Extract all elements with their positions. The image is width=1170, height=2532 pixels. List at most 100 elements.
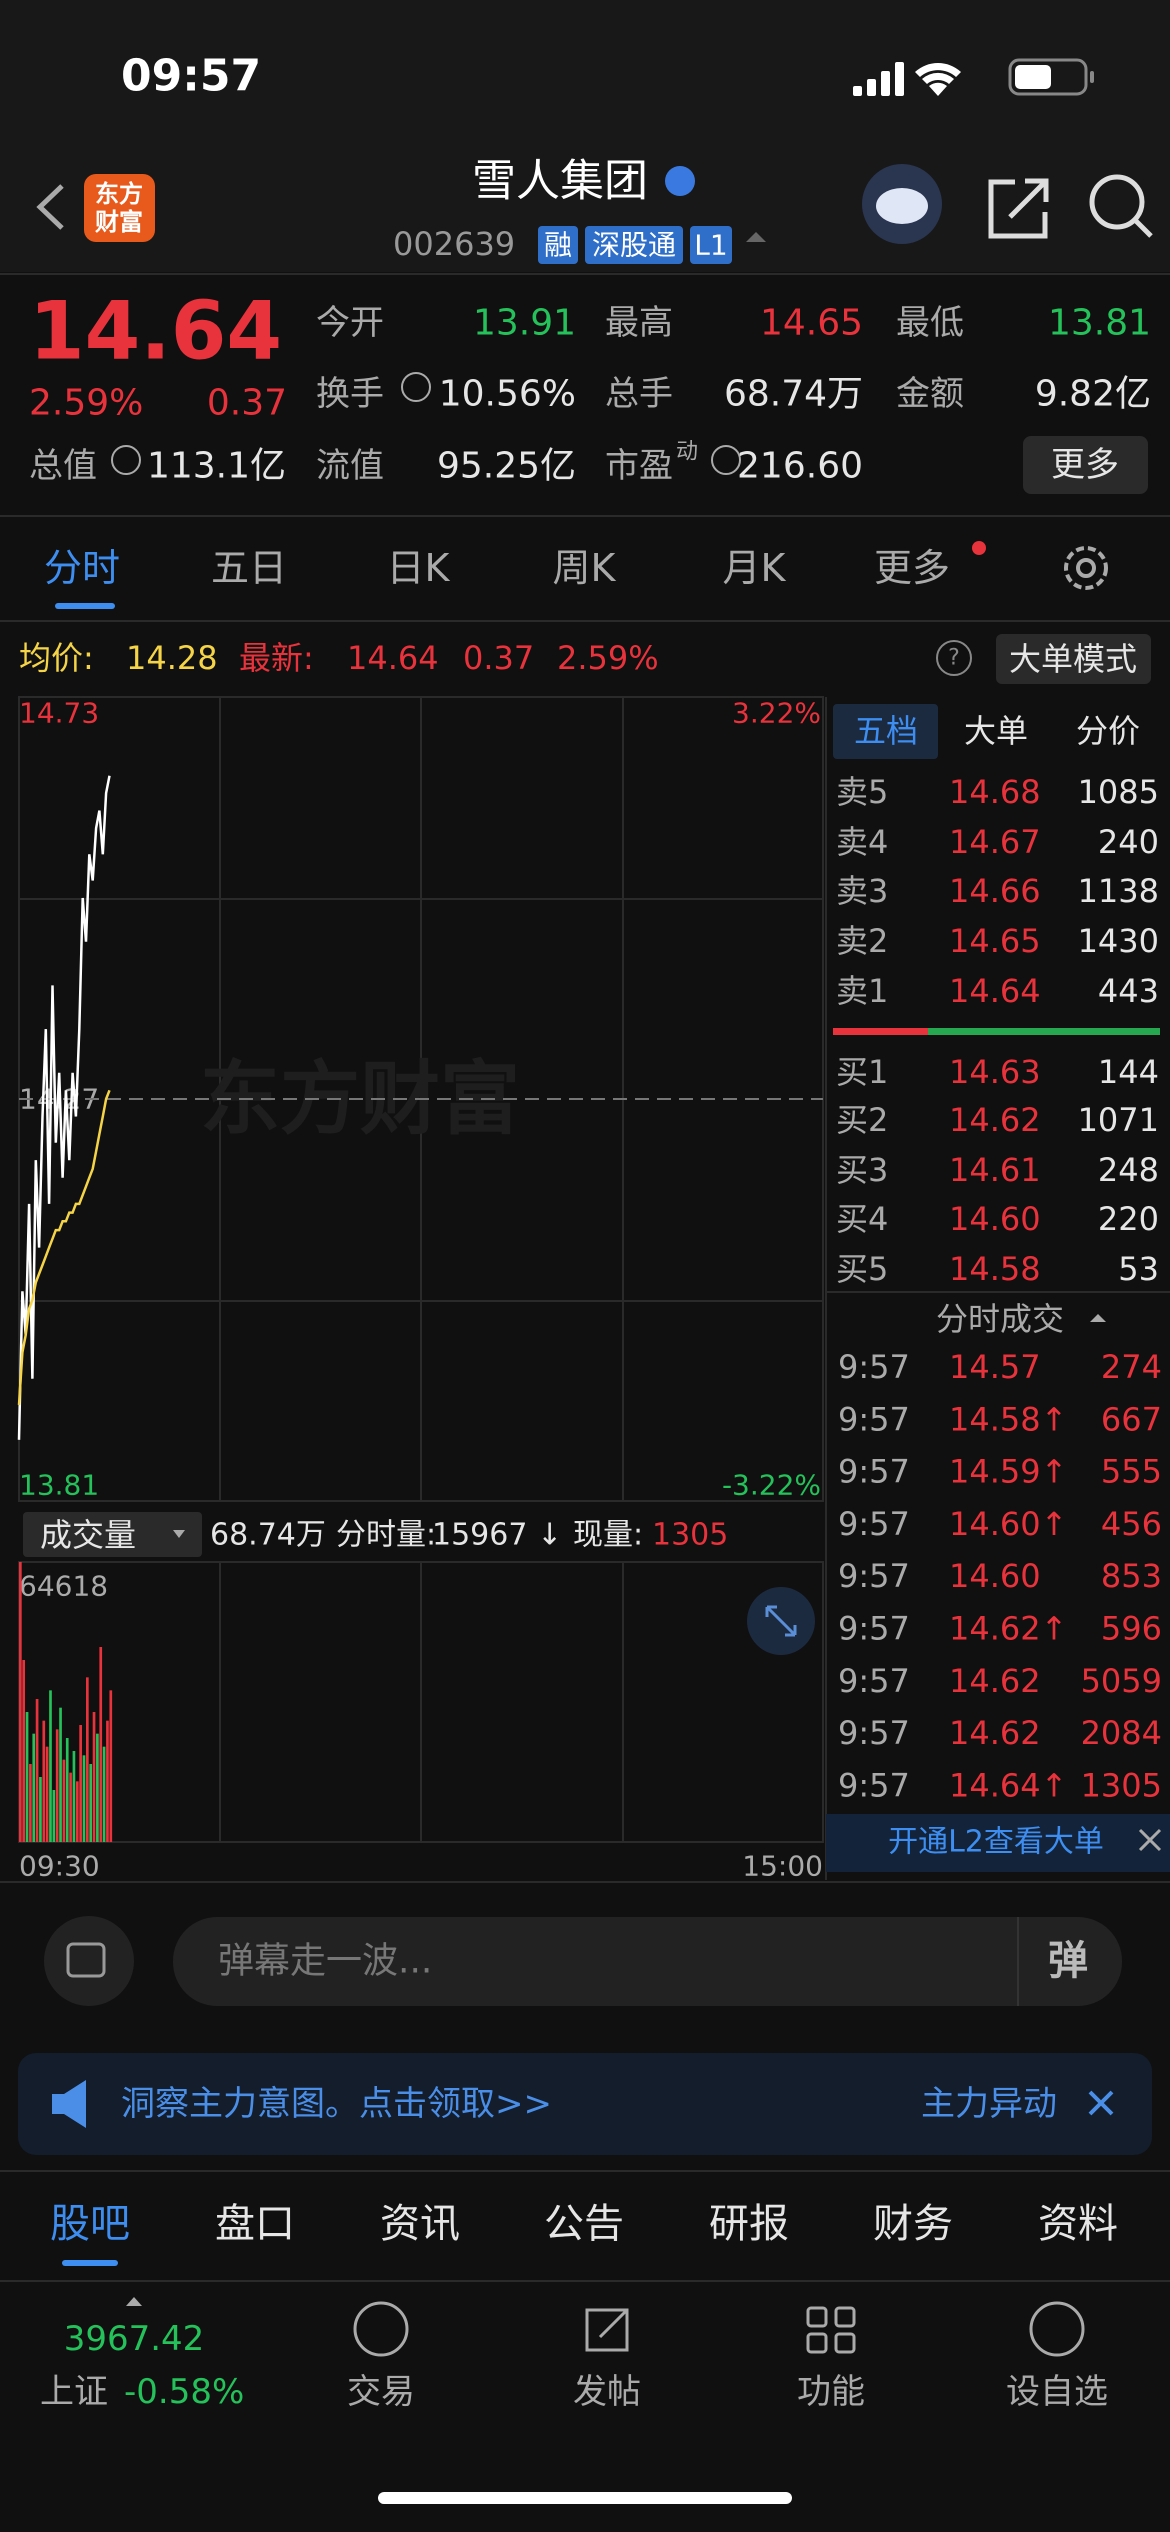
last-value: 14.64 — [347, 639, 439, 677]
trade-time: 9:57 — [838, 1662, 910, 1700]
volume-bar — [72, 1751, 76, 1842]
logo-text: 财富 — [95, 208, 143, 236]
trade-volume: 853 — [1101, 1557, 1162, 1595]
field-label: 最低 — [896, 303, 964, 343]
banner-text[interactable]: 洞察主力意图。点击领取>> — [121, 2084, 552, 2124]
volume-bar — [45, 1746, 49, 1842]
dropdown-arrow — [173, 1530, 185, 1538]
book-tab[interactable]: 分价 — [1076, 712, 1140, 750]
tag: 融 — [544, 229, 572, 262]
volume-bar — [75, 1781, 79, 1842]
volume-selector-label[interactable]: 成交量 — [40, 1516, 136, 1554]
nav-item[interactable]: 功能 — [797, 2372, 865, 2412]
comment-input[interactable] — [173, 1917, 1122, 2006]
volume-bar — [52, 1790, 56, 1842]
volume-bar — [69, 1772, 72, 1842]
bottom-tab[interactable]: 研报 — [709, 2201, 789, 2247]
mode-button[interactable] — [996, 634, 1151, 684]
nav-item[interactable]: 发帖 — [573, 2372, 641, 2412]
tab-underline — [62, 2260, 118, 2266]
share-icon[interactable] — [988, 178, 1049, 239]
volume-bar — [106, 1720, 109, 1842]
l2-bar[interactable] — [826, 1814, 1170, 1872]
x-tick-label: 09:30 — [19, 1850, 100, 1883]
book-price: 14.67 — [949, 823, 1041, 861]
bottom-tab[interactable]: 资讯 — [380, 2201, 460, 2247]
danmaku-toggle[interactable] — [44, 1916, 134, 2006]
search-icon[interactable] — [1089, 174, 1153, 238]
volume-bar — [19, 1562, 22, 1842]
trade-price: 14.59↑ — [949, 1453, 1067, 1491]
banner-tag[interactable]: 主力异动 — [921, 2084, 1057, 2124]
book-price: 14.60 — [949, 1200, 1041, 1238]
field-label: 总值 — [29, 446, 97, 486]
book-label: 买2 — [836, 1101, 888, 1139]
trade-volume: 2084 — [1081, 1714, 1162, 1752]
tab[interactable]: 分时 — [44, 546, 120, 590]
info-icon[interactable] — [111, 445, 141, 475]
trade-volume: 667 — [1101, 1400, 1162, 1438]
volume-bar — [86, 1677, 89, 1842]
trade-time: 9:57 — [838, 1453, 910, 1491]
field-value: 95.25亿 — [437, 446, 576, 487]
index-name: 上证 — [40, 2372, 108, 2412]
book-volume: 220 — [1098, 1200, 1159, 1238]
nav-item[interactable]: 交易 — [347, 2372, 415, 2412]
book-price: 14.63 — [949, 1053, 1041, 1091]
tab[interactable]: 周K — [553, 546, 617, 590]
tab-underline — [55, 603, 115, 609]
book-label: 卖2 — [836, 922, 888, 960]
back-button[interactable] — [36, 184, 64, 230]
volume-selector[interactable] — [23, 1512, 202, 1557]
tag: 深股通 — [592, 229, 676, 262]
bottom-tab[interactable]: 公告 — [544, 2201, 624, 2247]
now-label: 现量: — [573, 1518, 643, 1553]
book-volume: 144 — [1098, 1053, 1159, 1091]
collapse-arrow[interactable] — [1090, 1314, 1106, 1322]
tab[interactable]: 五日 — [211, 546, 287, 590]
field-value: 68.74万 — [724, 374, 863, 415]
index-pct: -0.58% — [124, 2372, 244, 2412]
close-icon[interactable] — [1138, 1828, 1162, 1852]
mode-button-label[interactable]: 大单模式 — [1009, 640, 1137, 678]
bottom-tab[interactable]: 股吧 — [50, 2201, 130, 2247]
book-label: 买3 — [836, 1151, 888, 1189]
stock-code: 002639 — [393, 225, 515, 263]
nav-item[interactable]: 设自选 — [1006, 2372, 1108, 2412]
book-tab[interactable]: 大单 — [964, 712, 1028, 750]
tab[interactable]: 日K — [387, 546, 451, 590]
close-icon[interactable] — [1088, 2090, 1114, 2116]
y-tick-label: 64618 — [19, 1570, 108, 1603]
settings-icon[interactable] — [1064, 546, 1108, 590]
help-icon[interactable] — [936, 640, 972, 676]
trades-title[interactable]: 分时成交 — [936, 1300, 1064, 1338]
tab[interactable]: 更多 — [874, 546, 950, 590]
more-button[interactable] — [1023, 436, 1148, 494]
now-volume: 1305 — [652, 1518, 728, 1553]
index-value[interactable]: 3967.42 — [64, 2319, 205, 2359]
bottom-tab[interactable]: 财务 — [873, 2201, 953, 2247]
y-tick-label: 13.81 — [19, 1469, 99, 1502]
more-button-label[interactable]: 更多 — [1051, 445, 1119, 485]
field-value: 13.81 — [1048, 303, 1151, 344]
trade-price: 14.57 — [949, 1348, 1041, 1386]
banner[interactable] — [18, 2053, 1152, 2155]
info-icon[interactable] — [401, 372, 431, 402]
l2-link[interactable]: 开通L2查看大单 — [888, 1825, 1104, 1860]
tag-bg — [690, 226, 732, 264]
bottom-tab[interactable]: 资料 — [1038, 2201, 1118, 2247]
book-label: 卖5 — [836, 773, 888, 811]
trade-time: 9:57 — [838, 1400, 910, 1438]
book-tab[interactable]: 五档 — [854, 712, 918, 750]
dropdown-arrow[interactable] — [746, 232, 766, 242]
danmaku-button[interactable]: 弹 — [1048, 1938, 1088, 1984]
book-volume: 1085 — [1078, 773, 1159, 811]
tab[interactable]: 月K — [723, 546, 787, 590]
price-line — [17, 775, 111, 1440]
book-tab-active[interactable] — [833, 704, 938, 759]
last-label: 最新: — [239, 639, 314, 677]
info-icon[interactable] — [711, 445, 741, 475]
volume-bar — [49, 1690, 52, 1842]
bottom-tab[interactable]: 盘口 — [215, 2201, 295, 2247]
header-bg — [0, 0, 1170, 272]
